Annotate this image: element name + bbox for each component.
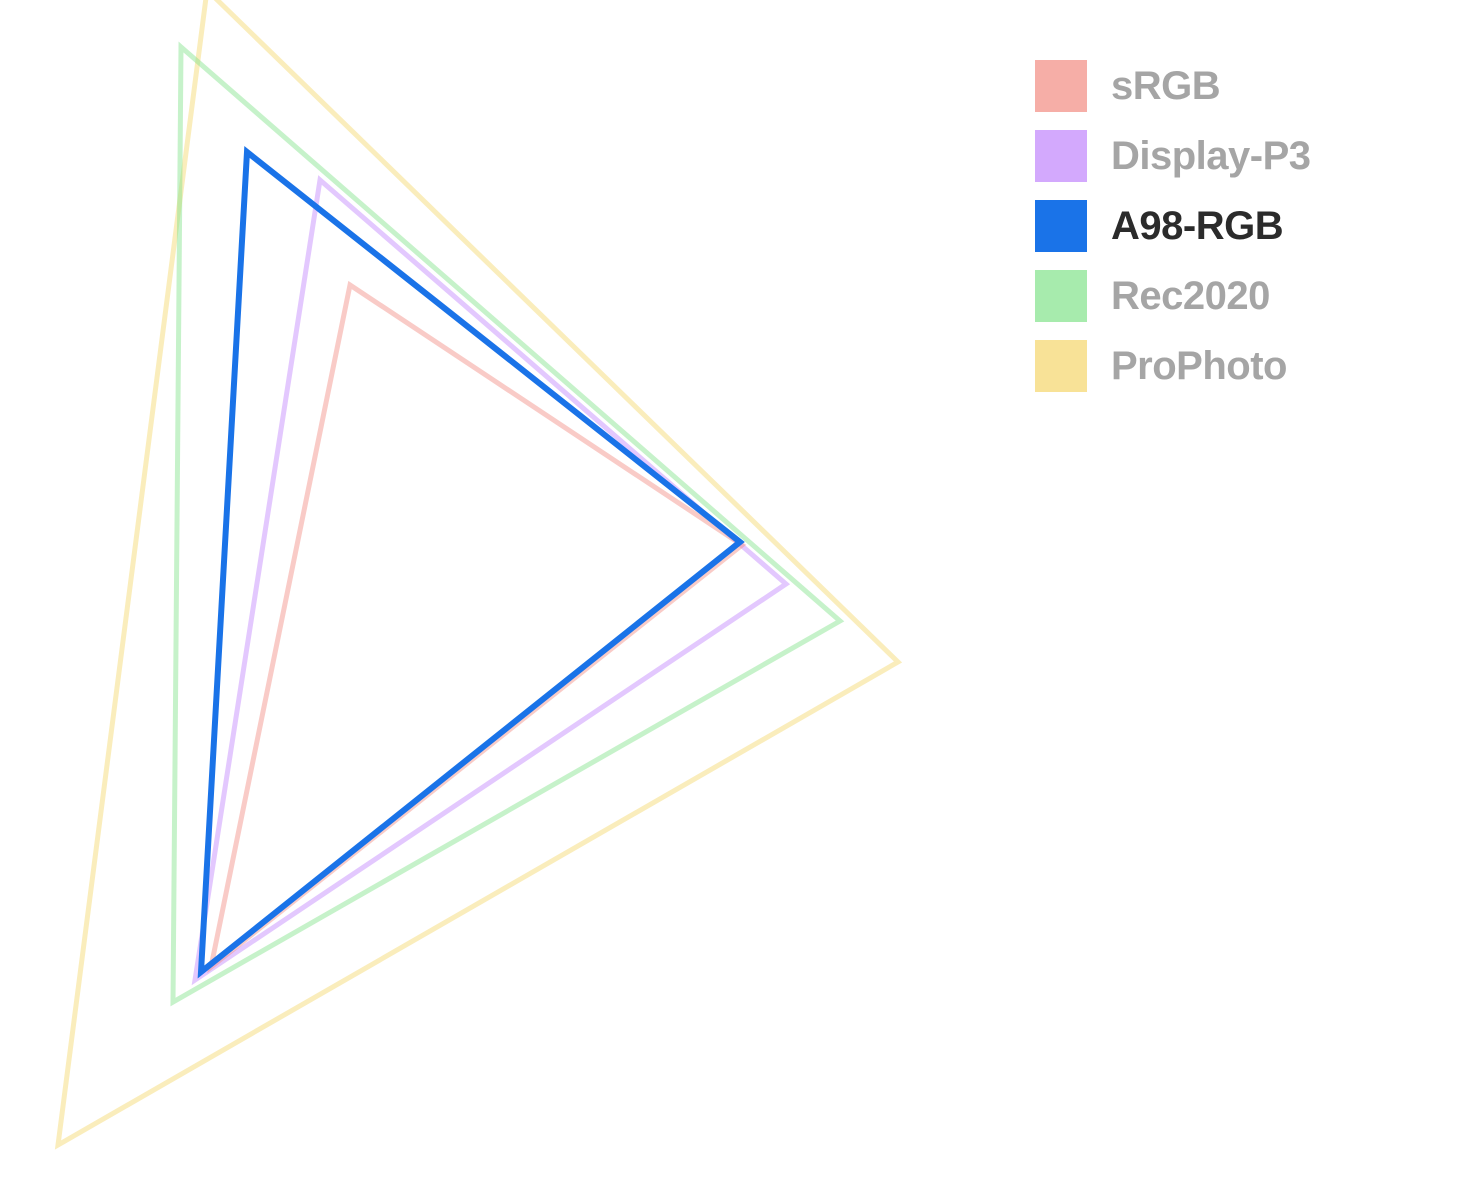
legend-item-display-p3[interactable]: Display-P3 — [1035, 130, 1311, 182]
legend-label-prophoto: ProPhoto — [1111, 344, 1287, 389]
legend-item-prophoto[interactable]: ProPhoto — [1035, 340, 1311, 392]
legend-item-srgb[interactable]: sRGB — [1035, 60, 1311, 112]
gamut-triangle-srgb — [211, 285, 742, 967]
legend-swatch-rec2020 — [1035, 270, 1087, 322]
gamut-diagram: sRGB Display-P3 A98-RGB Rec2020 ProPhoto — [0, 0, 1473, 1194]
gamut-triangle-a98-rgb — [201, 152, 740, 972]
legend: sRGB Display-P3 A98-RGB Rec2020 ProPhoto — [1035, 60, 1311, 392]
gamut-triangle-rec2020 — [173, 47, 840, 1002]
legend-label-srgb: sRGB — [1111, 64, 1220, 109]
legend-label-display-p3: Display-P3 — [1111, 134, 1311, 179]
legend-swatch-a98-rgb — [1035, 200, 1087, 252]
legend-item-a98-rgb[interactable]: A98-RGB — [1035, 200, 1311, 252]
legend-label-rec2020: Rec2020 — [1111, 274, 1270, 319]
legend-item-rec2020[interactable]: Rec2020 — [1035, 270, 1311, 322]
legend-label-a98-rgb: A98-RGB — [1111, 204, 1283, 249]
legend-swatch-srgb — [1035, 60, 1087, 112]
legend-swatch-display-p3 — [1035, 130, 1087, 182]
legend-swatch-prophoto — [1035, 340, 1087, 392]
